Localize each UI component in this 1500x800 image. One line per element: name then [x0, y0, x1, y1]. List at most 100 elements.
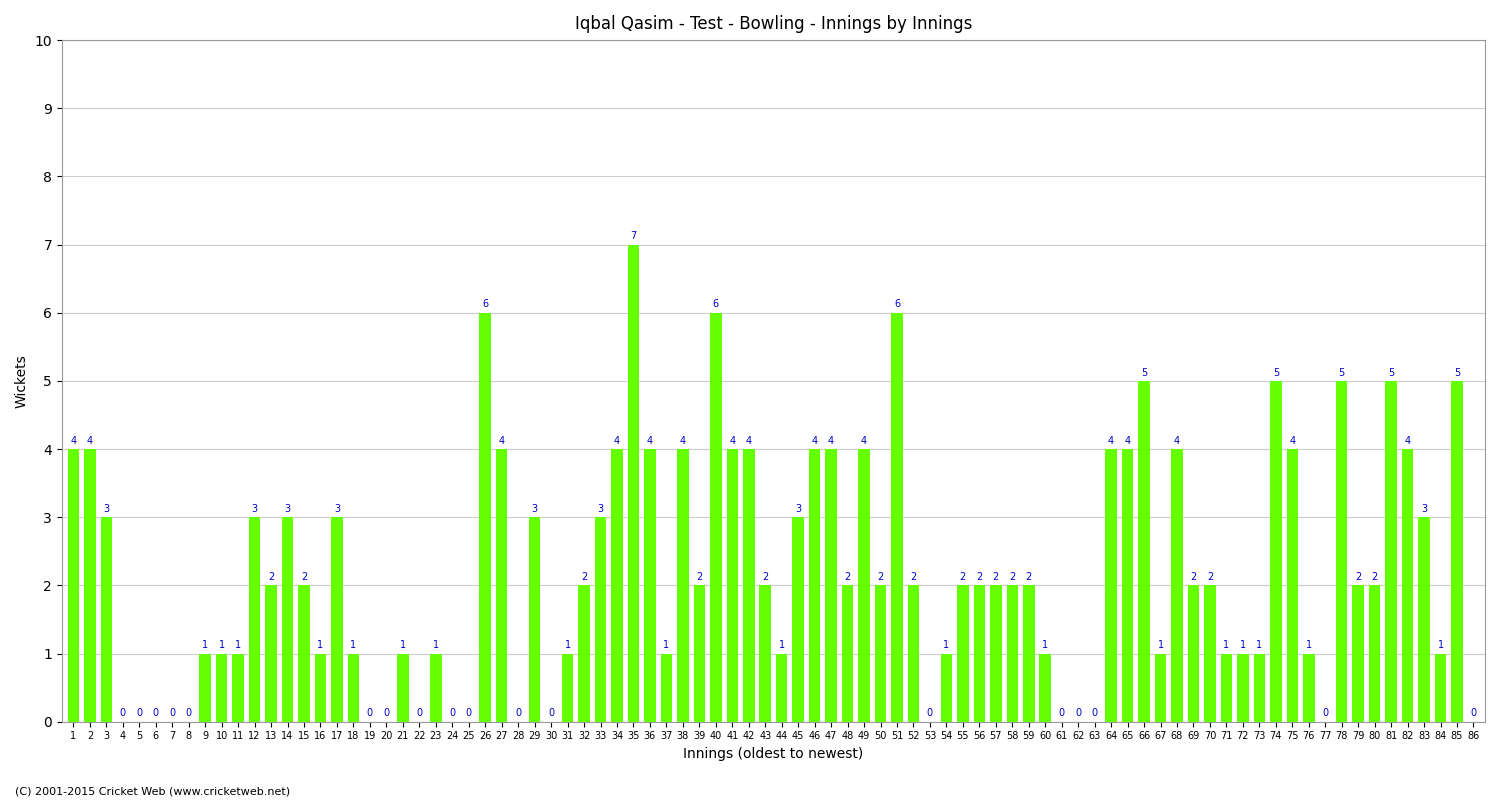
Bar [496, 449, 507, 722]
Text: 1: 1 [1257, 640, 1263, 650]
Text: 2: 2 [878, 572, 884, 582]
Text: 3: 3 [795, 504, 801, 514]
Bar [266, 586, 278, 722]
Bar [398, 654, 408, 722]
Text: (C) 2001-2015 Cricket Web (www.cricketweb.net): (C) 2001-2015 Cricket Web (www.cricketwe… [15, 786, 290, 796]
Bar [1450, 381, 1462, 722]
Bar [940, 654, 952, 722]
Bar [200, 654, 211, 722]
Bar [348, 654, 358, 722]
Bar [1270, 381, 1281, 722]
Bar [627, 245, 639, 722]
Bar [1106, 449, 1118, 722]
Bar [315, 654, 327, 722]
Text: 0: 0 [514, 708, 520, 718]
Text: 5: 5 [1388, 367, 1394, 378]
Text: 6: 6 [712, 299, 718, 310]
Text: 0: 0 [170, 708, 176, 718]
Bar [842, 586, 854, 722]
Text: 2: 2 [580, 572, 586, 582]
Bar [1353, 586, 1364, 722]
Bar [216, 654, 228, 722]
Text: 5: 5 [1142, 367, 1148, 378]
Text: 4: 4 [646, 436, 652, 446]
Bar [1204, 586, 1215, 722]
Text: 0: 0 [465, 708, 472, 718]
Bar [957, 586, 969, 722]
Text: 0: 0 [1322, 708, 1329, 718]
Bar [742, 449, 754, 722]
Bar [332, 518, 342, 722]
Bar [249, 518, 261, 722]
Text: 1: 1 [202, 640, 208, 650]
Text: 1: 1 [1240, 640, 1246, 650]
Text: 1: 1 [351, 640, 357, 650]
Bar [1336, 381, 1347, 722]
Text: 2: 2 [910, 572, 916, 582]
Y-axis label: Wickets: Wickets [15, 354, 28, 408]
Text: 0: 0 [136, 708, 142, 718]
Text: 3: 3 [531, 504, 537, 514]
Bar [480, 313, 490, 722]
Bar [974, 586, 986, 722]
Text: 6: 6 [482, 299, 489, 310]
Bar [1419, 518, 1430, 722]
Bar [908, 586, 920, 722]
Bar [808, 449, 820, 722]
Text: 2: 2 [1354, 572, 1362, 582]
Text: 4: 4 [614, 436, 620, 446]
Bar [776, 654, 788, 722]
Text: 1: 1 [400, 640, 406, 650]
Text: 1: 1 [1224, 640, 1230, 650]
Bar [1023, 586, 1035, 722]
Text: 0: 0 [1059, 708, 1065, 718]
Text: 5: 5 [1272, 367, 1280, 378]
Text: 1: 1 [318, 640, 324, 650]
Bar [282, 518, 294, 722]
Bar [232, 654, 244, 722]
Text: 0: 0 [153, 708, 159, 718]
Bar [100, 518, 112, 722]
Text: 2: 2 [1191, 572, 1197, 582]
Text: 0: 0 [927, 708, 933, 718]
Bar [1221, 654, 1232, 722]
Text: 0: 0 [1076, 708, 1082, 718]
Text: 7: 7 [630, 231, 636, 241]
Text: 2: 2 [762, 572, 768, 582]
Bar [1370, 586, 1380, 722]
Bar [759, 586, 771, 722]
Text: 3: 3 [1420, 504, 1426, 514]
Bar [1172, 449, 1184, 722]
Text: 0: 0 [1092, 708, 1098, 718]
Bar [676, 449, 688, 722]
Text: 4: 4 [1108, 436, 1114, 446]
Text: 2: 2 [976, 572, 982, 582]
Bar [726, 449, 738, 722]
Bar [430, 654, 441, 722]
Bar [891, 313, 903, 722]
Bar [1402, 449, 1413, 722]
Text: 1: 1 [432, 640, 439, 650]
Bar [579, 586, 590, 722]
Bar [1238, 654, 1248, 722]
Text: 1: 1 [663, 640, 669, 650]
Text: 3: 3 [285, 504, 291, 514]
Bar [858, 449, 870, 722]
Title: Iqbal Qasim - Test - Bowling - Innings by Innings: Iqbal Qasim - Test - Bowling - Innings b… [574, 15, 972, 33]
Bar [693, 586, 705, 722]
Bar [792, 518, 804, 722]
Text: 0: 0 [384, 708, 390, 718]
Text: 0: 0 [1470, 708, 1476, 718]
Bar [1436, 654, 1446, 722]
Bar [1188, 586, 1198, 722]
Text: 2: 2 [960, 572, 966, 582]
Text: 2: 2 [302, 572, 307, 582]
Text: 4: 4 [1404, 436, 1410, 446]
Text: 4: 4 [680, 436, 686, 446]
Text: 5: 5 [1454, 367, 1460, 378]
Text: 6: 6 [894, 299, 900, 310]
Text: 2: 2 [993, 572, 999, 582]
Bar [1138, 381, 1150, 722]
Text: 2: 2 [1026, 572, 1032, 582]
Text: 4: 4 [746, 436, 752, 446]
